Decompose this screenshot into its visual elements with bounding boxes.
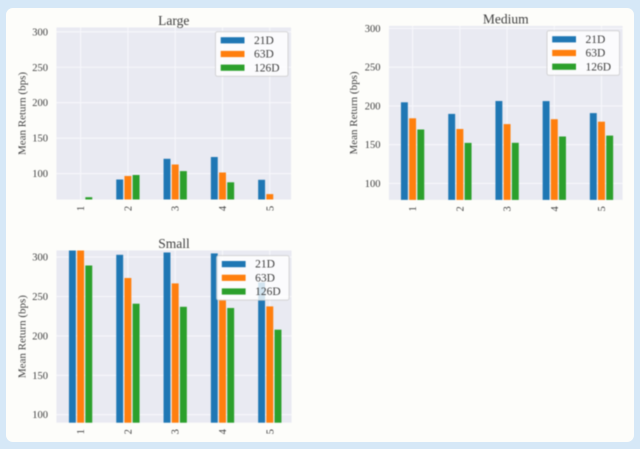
svg-text:150: 150 <box>32 371 48 382</box>
svg-text:21D: 21D <box>586 34 606 46</box>
svg-text:100: 100 <box>365 179 381 190</box>
svg-text:Small: Small <box>158 236 190 251</box>
svg-text:2: 2 <box>123 429 134 434</box>
svg-text:5: 5 <box>597 206 608 211</box>
svg-text:4: 4 <box>550 206 561 212</box>
svg-text:200: 200 <box>32 331 48 342</box>
svg-text:3: 3 <box>171 206 182 211</box>
svg-text:1: 1 <box>76 429 87 434</box>
svg-text:250: 250 <box>32 292 48 303</box>
svg-text:63D: 63D <box>586 48 606 60</box>
svg-text:150: 150 <box>32 134 48 145</box>
svg-text:21D: 21D <box>254 35 274 47</box>
svg-text:200: 200 <box>32 98 48 109</box>
svg-text:3: 3 <box>171 429 182 434</box>
svg-text:2: 2 <box>123 206 134 211</box>
svg-text:100: 100 <box>32 169 48 180</box>
svg-text:1: 1 <box>408 206 419 211</box>
svg-text:Mean Return (bps): Mean Return (bps) <box>17 72 29 155</box>
svg-text:1: 1 <box>76 206 87 211</box>
svg-text:Mean Return (bps): Mean Return (bps) <box>17 295 29 378</box>
svg-text:5: 5 <box>265 206 276 211</box>
svg-text:250: 250 <box>32 63 48 74</box>
svg-text:300: 300 <box>32 27 48 38</box>
svg-text:126D: 126D <box>254 62 280 74</box>
svg-text:126D: 126D <box>255 286 281 298</box>
svg-text:63D: 63D <box>255 272 275 284</box>
svg-text:300: 300 <box>365 24 381 35</box>
svg-text:Large: Large <box>158 13 189 28</box>
svg-text:Mean Return (bps): Mean Return (bps) <box>348 71 360 154</box>
svg-text:4: 4 <box>218 428 229 434</box>
svg-text:2: 2 <box>455 206 466 211</box>
svg-text:250: 250 <box>365 63 381 74</box>
svg-text:5: 5 <box>265 429 276 434</box>
svg-text:150: 150 <box>365 140 381 151</box>
svg-text:200: 200 <box>365 101 381 112</box>
svg-text:21D: 21D <box>255 259 275 271</box>
svg-text:Medium: Medium <box>483 12 529 27</box>
svg-text:3: 3 <box>503 206 514 211</box>
svg-text:126D: 126D <box>586 61 612 73</box>
svg-text:300: 300 <box>32 253 48 264</box>
svg-text:100: 100 <box>32 410 48 421</box>
svg-text:4: 4 <box>218 205 229 211</box>
svg-text:63D: 63D <box>254 49 274 61</box>
